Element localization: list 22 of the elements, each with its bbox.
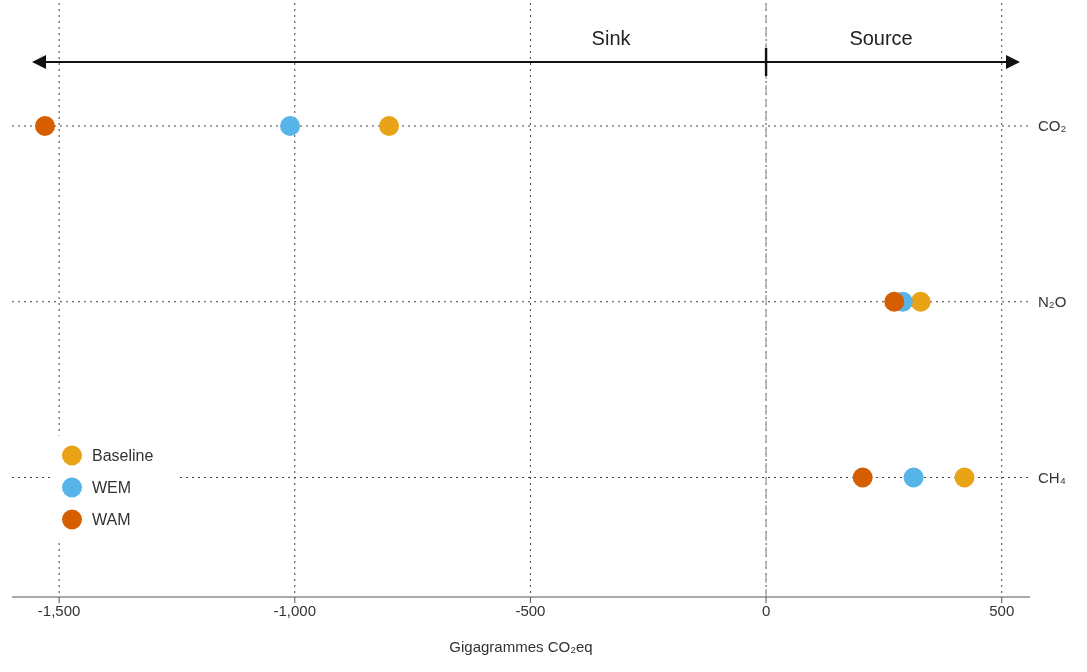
point: [379, 116, 400, 137]
legend-label: WAM: [92, 511, 131, 529]
x-tick-label: -1,000: [273, 601, 317, 619]
y-tick-label: CO₂: [1038, 117, 1067, 135]
point: [910, 291, 931, 312]
y-tick-label: CH₄: [1038, 468, 1066, 486]
point: [280, 116, 301, 137]
legend-label: Baseline: [92, 447, 154, 465]
point: [34, 116, 55, 137]
point: [852, 467, 873, 488]
x-tick-label: -500: [515, 601, 546, 619]
point: [884, 291, 905, 312]
point: [903, 467, 924, 488]
x-tick-label: 0: [761, 601, 771, 619]
x-tick-label: -1,500: [37, 601, 81, 619]
annotation: Source: [849, 27, 913, 50]
legend-label: WEM: [92, 479, 132, 497]
x-tick-label: 500: [989, 601, 1015, 619]
y-tick-label: N₂O: [1038, 293, 1067, 311]
annotation: Sink: [591, 27, 632, 50]
x-axis-title: Gigagrammes CO₂eq: [449, 638, 593, 655]
point: [954, 467, 975, 488]
